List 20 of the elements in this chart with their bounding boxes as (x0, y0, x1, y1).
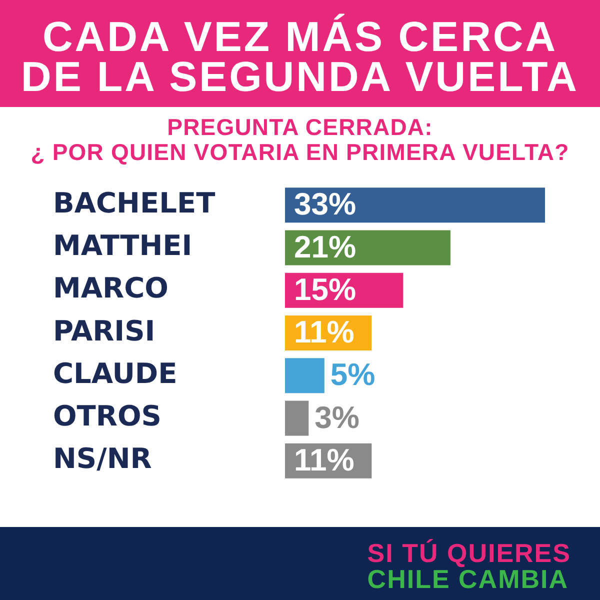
y-tick-label: BACHELET (53, 186, 216, 220)
chart-title: CADA VEZ MÁS CERCA DE LA SEGUNDA VUELTA (20, 13, 580, 100)
y-tick-label: PARISI (53, 314, 156, 348)
y-tick-label: OTROS (53, 400, 162, 433)
data-label: 3% (314, 400, 360, 435)
data-label: 21% (294, 229, 356, 264)
text: SI TÚ QUIERES (367, 538, 571, 568)
y-tick-label: NS/NR (53, 442, 152, 476)
y-tick-label: MARCO (53, 272, 168, 305)
data-label: 11% (294, 442, 354, 478)
bar (285, 400, 309, 436)
data-label: 33% (294, 186, 356, 222)
y-tick-label: CLAUDE (53, 356, 178, 390)
bar (285, 358, 324, 394)
data-label: 5% (330, 357, 376, 392)
chart-subtitle: PREGUNTA CERRADA: ¿ POR QUIEN VOTARIA EN PRIMERA VUELTA? (30, 114, 570, 165)
bar (285, 188, 545, 223)
data-label: 11% (294, 314, 354, 350)
data-label: 15% (294, 272, 356, 307)
y-tick-label: MATTHEI (53, 229, 192, 262)
